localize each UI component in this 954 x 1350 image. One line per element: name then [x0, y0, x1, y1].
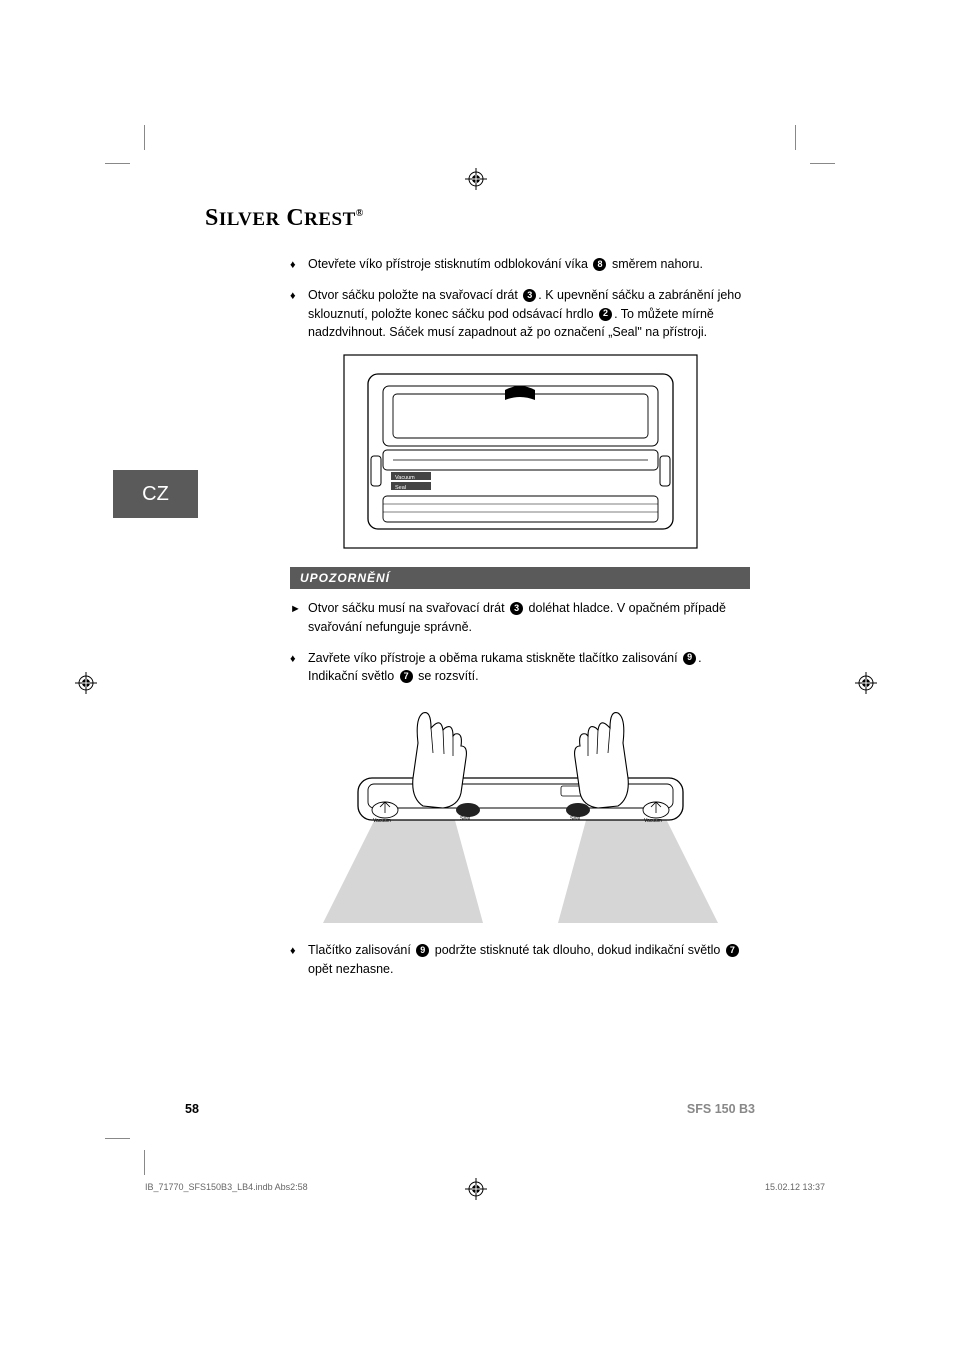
- instruction-text: Tlačítko zalisování 9 podržte stisknuté …: [308, 941, 750, 979]
- brand-text: SILVER CREST: [205, 205, 356, 231]
- diamond-bullet-icon: ♦: [290, 649, 308, 668]
- notice-item: ► Otvor sáčku musí na svařovací drát 3 d…: [290, 599, 750, 637]
- instruction-item: ♦ Zavřete víko přístroje a oběma rukama …: [290, 649, 750, 687]
- registration-mark-right: [855, 672, 877, 694]
- model-number: SFS 150 B3: [687, 1102, 755, 1116]
- brand-reg: ®: [356, 208, 364, 219]
- diamond-bullet-icon: ♦: [290, 286, 308, 305]
- ref-circle: 3: [523, 289, 536, 302]
- page-number: 58: [185, 1102, 199, 1116]
- crop-marks-bottom: [110, 1140, 830, 1170]
- instruction-item: ♦ Tlačítko zalisování 9 podržte stisknut…: [290, 941, 750, 979]
- svg-text:Vacuum: Vacuum: [373, 818, 391, 824]
- device-press-figure: Seal Seal Vacuum Vacuum: [323, 698, 718, 923]
- main-content: ♦ Otevřete víko přístroje stisknutím odb…: [290, 255, 750, 991]
- svg-text:Vacuum: Vacuum: [395, 475, 415, 481]
- print-slug: IB_71770_SFS150B3_LB4.indb Abs2:58 15.02…: [145, 1182, 825, 1192]
- ref-circle: 7: [726, 944, 739, 957]
- svg-text:Seal: Seal: [460, 816, 470, 822]
- device-open-figure: Vacuum Seal: [343, 354, 698, 549]
- page-footer: 58 SFS 150 B3: [185, 1102, 755, 1116]
- print-file: IB_71770_SFS150B3_LB4.indb Abs2:58: [145, 1182, 308, 1192]
- ref-circle: 8: [593, 258, 606, 271]
- diamond-bullet-icon: ♦: [290, 941, 308, 960]
- instruction-item: ♦ Otevřete víko přístroje stisknutím odb…: [290, 255, 750, 274]
- brand-logo: SILVER CREST®: [205, 205, 364, 232]
- ref-circle: 3: [510, 602, 523, 615]
- registration-mark-top: [465, 168, 487, 190]
- diamond-bullet-icon: ♦: [290, 255, 308, 274]
- print-date: 15.02.12 13:37: [765, 1182, 825, 1192]
- svg-text:Seal: Seal: [570, 816, 580, 822]
- ref-circle: 9: [416, 944, 429, 957]
- notice-title: UPOZORNĚNÍ: [300, 571, 390, 585]
- ref-circle: 7: [400, 670, 413, 683]
- svg-text:Seal: Seal: [395, 485, 406, 491]
- arrow-bullet-icon: ►: [290, 599, 308, 618]
- ref-circle: 2: [599, 308, 612, 321]
- notice-text: Otvor sáčku musí na svařovací drát 3 dol…: [308, 599, 750, 637]
- instruction-text: Zavřete víko přístroje a oběma rukama st…: [308, 649, 750, 687]
- instruction-text: Otevřete víko přístroje stisknutím odblo…: [308, 255, 750, 274]
- ref-circle: 9: [683, 652, 696, 665]
- language-tab: CZ: [113, 470, 198, 518]
- language-label: CZ: [142, 483, 169, 506]
- hand-right-icon: [574, 713, 628, 808]
- instruction-text: Otvor sáčku položte na svařovací drát 3.…: [308, 286, 750, 342]
- hand-left-icon: [412, 713, 466, 808]
- svg-text:Vacuum: Vacuum: [644, 818, 662, 824]
- instruction-item: ♦ Otvor sáčku položte na svařovací drát …: [290, 286, 750, 342]
- registration-mark-left: [75, 672, 97, 694]
- notice-header: UPOZORNĚNÍ: [290, 567, 750, 589]
